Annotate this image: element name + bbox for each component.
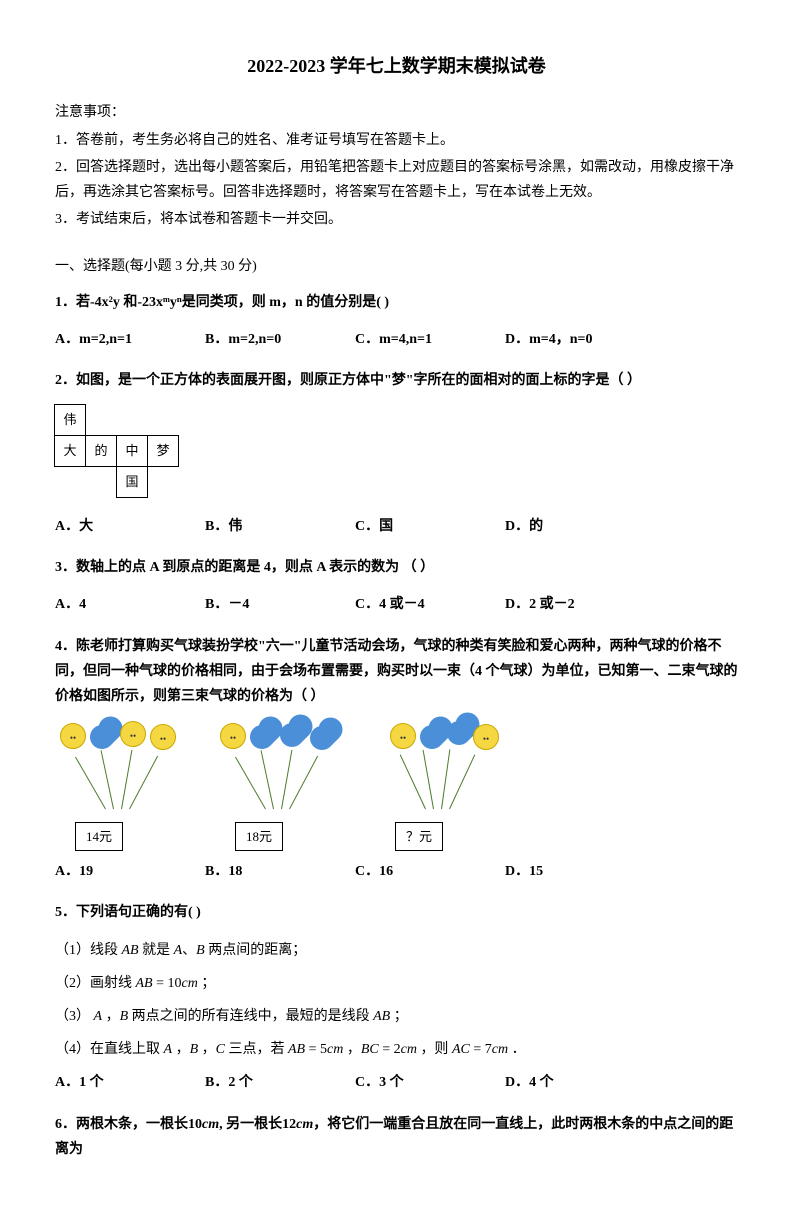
notice-item-3: 3．考试结束后，将本试卷和答题卡一并交回。	[55, 207, 738, 232]
cube-cell-da: 大	[54, 435, 86, 467]
question-1: 1．若-4x²y 和-23xᵐyⁿ是同类项，则 m，n 的值分别是( )	[55, 290, 738, 315]
q5-option-b: B．2 个	[205, 1070, 355, 1095]
cube-cell-zhong: 中	[116, 435, 148, 467]
balloon-smile-icon: ••	[120, 721, 146, 747]
question-5: 5．下列语句正确的有( )	[55, 900, 738, 925]
q4-options: A．19 B．18 C．16 D．15	[55, 859, 738, 884]
balloon-bundle-2: •• 18元	[215, 721, 345, 851]
q3-option-a: A．4	[55, 592, 205, 617]
q2-option-a: A．大	[55, 514, 205, 539]
q1-option-a: A．m=2,n=1	[55, 327, 205, 352]
balloon-smile-icon: ••	[220, 723, 246, 749]
q5-options: A．1 个 B．2 个 C．3 个 D．4 个	[55, 1070, 738, 1095]
q5-option-d: D．4 个	[505, 1070, 655, 1095]
q4-option-c: C．16	[355, 859, 505, 884]
price-label-1: 14元	[75, 822, 123, 851]
q1-option-c: C．m=4,n=1	[355, 327, 505, 352]
cube-cell-meng: 梦	[147, 435, 179, 467]
cube-cell-guo: 国	[116, 466, 148, 498]
notice-item-2: 2．回答选择题时，选出每小题答案后，用铅笔把答题卡上对应题目的答案标号涂黑，如需…	[55, 155, 738, 205]
q4-option-b: B．18	[205, 859, 355, 884]
q1-option-b: B．m=2,n=0	[205, 327, 355, 352]
q5-option-c: C．3 个	[355, 1070, 505, 1095]
cube-cell-wei: 伟	[54, 404, 86, 436]
q3-option-c: C．4 或－4	[355, 592, 505, 617]
page-title: 2022-2023 学年七上数学期末模拟试卷	[55, 50, 738, 82]
balloon-smile-icon: ••	[150, 724, 176, 750]
balloon-smile-icon: ••	[60, 723, 86, 749]
q5-sub-1: （1）线段 AB 就是 A、B 两点间的距离；	[55, 938, 738, 963]
question-4: 4．陈老师打算购买气球装扮学校"六一"儿童节活动会场，气球的种类有笑脸和爱心两种…	[55, 634, 738, 710]
notice-label: 注意事项：	[55, 100, 738, 125]
q2-option-b: B．伟	[205, 514, 355, 539]
q2-option-c: C．国	[355, 514, 505, 539]
balloon-bundle-1: •• •• •• 14元	[55, 721, 185, 851]
question-6: 6．两根木条，一根长10cm, 另一根长12cm，将它们一端重合且放在同一直线上…	[55, 1112, 738, 1162]
question-2: 2．如图，是一个正方体的表面展开图，则原正方体中"梦"字所在的面相对的面上标的字…	[55, 368, 738, 393]
section-1-header: 一、选择题(每小题 3 分,共 30 分)	[55, 254, 738, 279]
q3-option-b: B．－4	[205, 592, 355, 617]
notice-item-1: 1．答卷前，考生务必将自己的姓名、准考证号填写在答题卡上。	[55, 128, 738, 153]
q4-option-d: D．15	[505, 859, 655, 884]
q2-option-d: D．的	[505, 514, 655, 539]
price-label-2: 18元	[235, 822, 283, 851]
q3-options: A．4 B．－4 C．4 或－4 D．2 或－2	[55, 592, 738, 617]
q5-sub-2: （2）画射线 AB = 10cm ；	[55, 971, 738, 996]
q4-option-a: A．19	[55, 859, 205, 884]
q1-option-d: D．m=4，n=0	[505, 327, 655, 352]
cube-cell-de: 的	[85, 435, 117, 467]
q5-sub-3: （3） A ，B 两点之间的所有连线中，最短的是线段 AB ；	[55, 1004, 738, 1029]
price-label-3: ？元	[395, 822, 443, 851]
balloons-diagram: •• •• •• 14元 •• 18元 •• ••	[55, 721, 738, 851]
question-3: 3．数轴上的点 A 到原点的距离是 4，则点 A 表示的数为 （ ）	[55, 555, 738, 580]
balloon-smile-icon: ••	[473, 724, 499, 750]
q2-options: A．大 B．伟 C．国 D．的	[55, 514, 738, 539]
q5-sub-4: （4）在直线上取 A ，B ，C 三点，若 AB = 5cm ，BC = 2cm…	[55, 1037, 738, 1062]
q5-option-a: A．1 个	[55, 1070, 205, 1095]
q3-option-d: D．2 或－2	[505, 592, 655, 617]
cube-net-diagram: 伟 大 的 中 梦 国	[55, 405, 738, 498]
balloon-smile-icon: ••	[390, 723, 416, 749]
balloon-bundle-3: •• •• ？元	[375, 721, 505, 851]
q1-options: A．m=2,n=1 B．m=2,n=0 C．m=4,n=1 D．m=4，n=0	[55, 327, 738, 352]
